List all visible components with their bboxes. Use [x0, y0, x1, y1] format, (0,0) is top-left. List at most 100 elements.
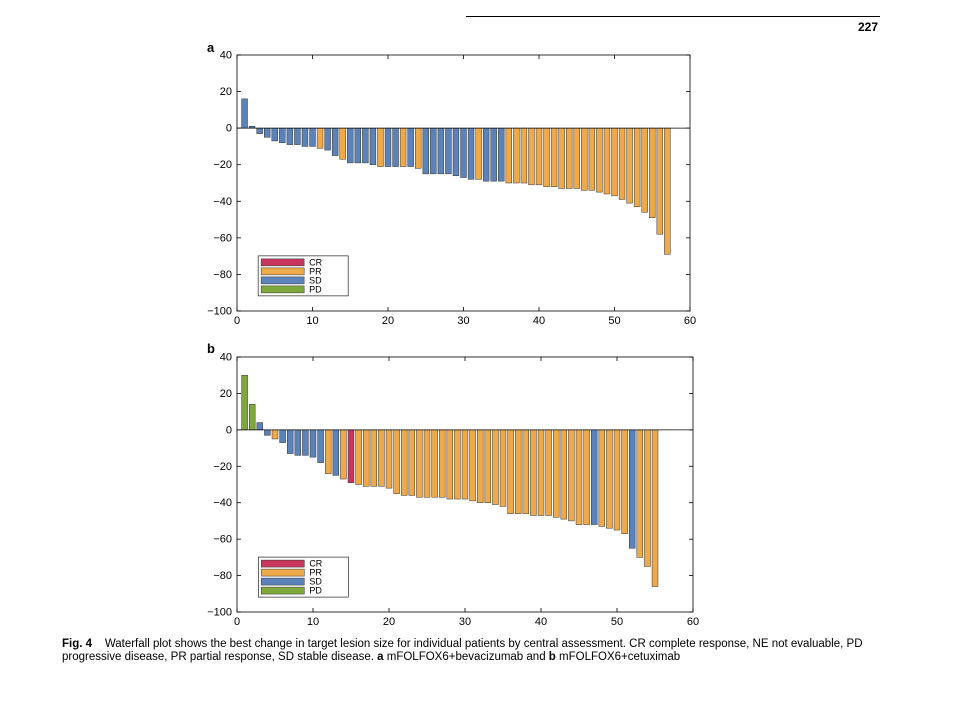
- bar: [393, 429, 400, 494]
- y-tick-label: −20: [213, 159, 232, 171]
- bar: [294, 429, 302, 456]
- x-tick-label: 60: [687, 616, 699, 628]
- y-tick-label: −60: [213, 232, 232, 244]
- x-tick-label: 10: [306, 315, 318, 327]
- x-tick-label: 0: [234, 616, 240, 628]
- legend-label-cr: CR: [309, 257, 322, 267]
- bar: [507, 429, 514, 514]
- legend-swatch-sd: [260, 276, 305, 285]
- legend-label-pd: PD: [309, 586, 322, 596]
- bar: [530, 429, 537, 516]
- bar: [241, 374, 248, 431]
- bar: [552, 429, 560, 518]
- y-tick-label: 0: [226, 424, 232, 436]
- caption-text: Waterfall plot shows the best change in …: [62, 638, 863, 663]
- y-tick-label: −100: [207, 306, 232, 318]
- bar: [309, 429, 317, 458]
- caption-panel-a-letter: a: [377, 651, 384, 663]
- bar: [302, 429, 309, 456]
- y-tick-label: −40: [213, 497, 232, 509]
- bar: [286, 429, 294, 454]
- y-tick-label: −80: [213, 570, 232, 582]
- bar: [431, 429, 438, 498]
- legend-label-cr: CR: [309, 559, 322, 569]
- legend-label-pr: PR: [309, 266, 322, 276]
- caption-panel-b-letter: b: [548, 651, 556, 663]
- bar: [256, 422, 264, 431]
- bar: [362, 429, 370, 487]
- figure-caption: Fig. 4 Waterfall plot shows the best cha…: [62, 638, 882, 664]
- bar: [355, 429, 362, 485]
- bar: [446, 429, 454, 500]
- y-tick-label: −20: [213, 461, 232, 473]
- x-tick-label: 50: [608, 315, 620, 327]
- x-tick-label: 30: [457, 315, 469, 327]
- bar: [378, 429, 385, 487]
- caption-panel-b-text: mFOLFOX6+cetuximab: [559, 651, 681, 663]
- bar: [385, 429, 393, 489]
- legend-swatch-cr: [260, 258, 305, 267]
- bar: [545, 429, 552, 516]
- bar: [332, 429, 340, 476]
- legend-swatch-pd: [261, 586, 305, 595]
- bar: [628, 429, 636, 549]
- bar: [621, 429, 628, 534]
- panel-label-a: a: [207, 40, 215, 55]
- bar: [651, 429, 659, 587]
- y-tick-label: −40: [213, 196, 232, 208]
- bar: [370, 429, 378, 487]
- y-tick-label: −60: [213, 534, 232, 546]
- bar: [613, 429, 621, 531]
- legend-label-pr: PR: [309, 568, 322, 578]
- x-tick-label: 40: [535, 616, 547, 628]
- bar: [575, 429, 583, 525]
- legend-label-sd: SD: [309, 275, 322, 285]
- y-tick-label: 20: [220, 388, 232, 400]
- y-tick-label: 0: [226, 123, 232, 135]
- y-tick-label: 40: [220, 352, 232, 364]
- y-tick-label: 40: [220, 50, 232, 62]
- bar: [347, 429, 355, 483]
- bar: [644, 429, 651, 567]
- x-tick-label: 30: [459, 616, 471, 628]
- bar: [499, 429, 507, 507]
- y-tick-label: −100: [207, 607, 232, 619]
- header-rule: [466, 16, 880, 17]
- y-tick-label: −80: [213, 269, 232, 281]
- bar: [568, 429, 575, 522]
- caption-panel-a-text: mFOLFOX6+bevacizumab and: [386, 651, 546, 663]
- bar: [514, 429, 522, 514]
- x-tick-label: 10: [307, 616, 319, 628]
- legend-swatch-cr: [261, 559, 305, 568]
- page-number: 227: [857, 20, 878, 34]
- x-tick-label: 20: [382, 315, 394, 327]
- bar: [340, 429, 347, 480]
- bar: [598, 429, 606, 527]
- x-tick-label: 0: [234, 315, 240, 327]
- bar: [400, 429, 408, 496]
- caption-label: Fig. 4: [62, 638, 93, 650]
- bar: [590, 429, 598, 525]
- bar: [279, 429, 286, 443]
- x-tick-label: 20: [383, 616, 395, 628]
- bar: [537, 429, 545, 516]
- legend-swatch-pr: [260, 267, 305, 276]
- x-tick-label: 50: [611, 616, 623, 628]
- bar: [248, 404, 256, 431]
- panel-label-b: b: [207, 341, 215, 356]
- legend-label-sd: SD: [309, 577, 322, 587]
- bar: [484, 429, 492, 503]
- bar: [522, 429, 530, 514]
- legend-label-pd: PD: [309, 284, 322, 294]
- x-tick-label: 40: [533, 315, 545, 327]
- legend-swatch-sd: [261, 577, 305, 586]
- y-tick-label: 20: [220, 86, 232, 98]
- legend-swatch-pd: [260, 285, 305, 294]
- legend-swatch-pr: [261, 568, 305, 577]
- bar: [461, 429, 469, 500]
- bar: [454, 429, 461, 500]
- bar: [264, 429, 271, 436]
- bar: [606, 429, 613, 529]
